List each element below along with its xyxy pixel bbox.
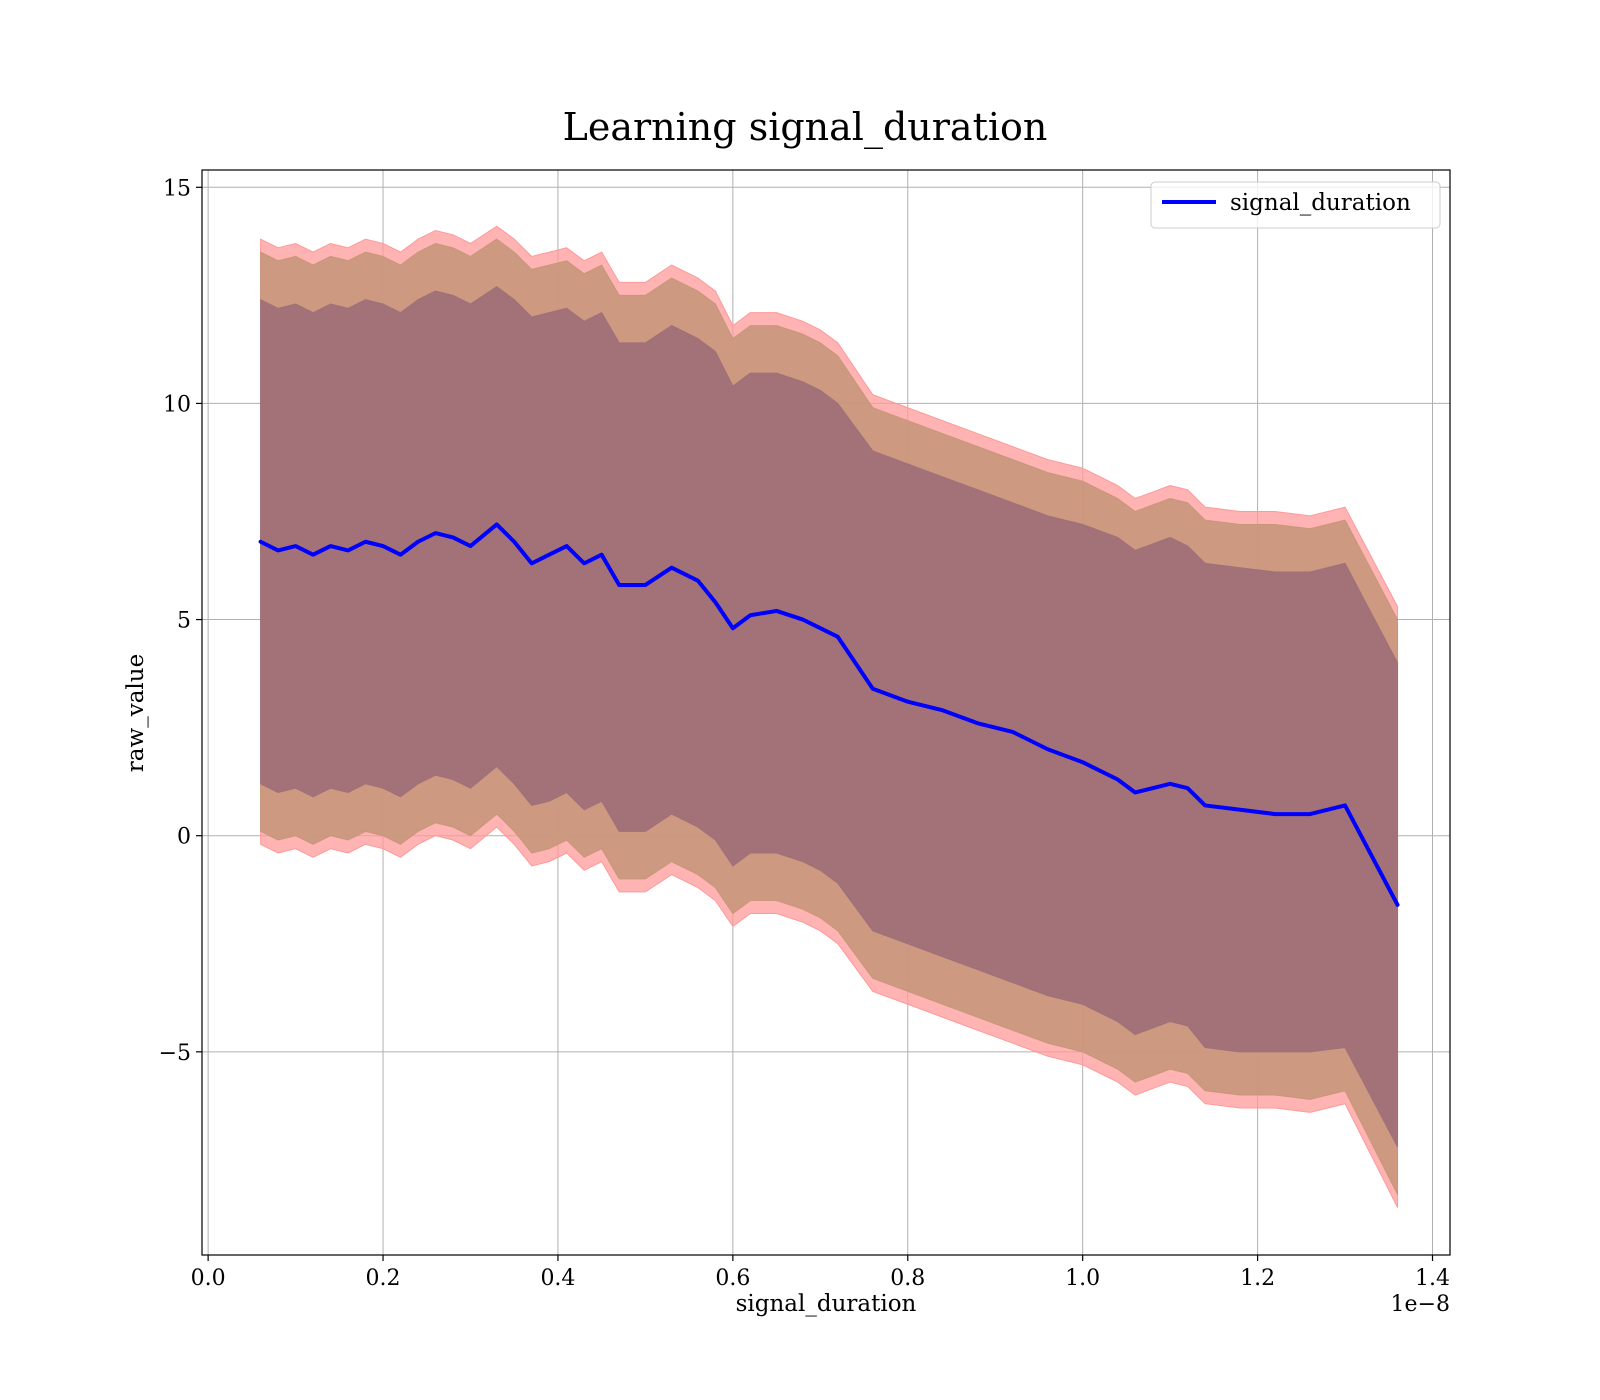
confidence-bands xyxy=(260,225,1399,1208)
y-tick-label-1: 0 xyxy=(177,825,191,850)
x-tick-label-4: 0.8 xyxy=(890,1266,925,1291)
plot-frame xyxy=(201,169,1451,1256)
x-axis-offset-text: 1e−8 xyxy=(1391,1292,1450,1317)
x-tick-label-7: 1.4 xyxy=(1415,1266,1450,1291)
legend-label: signal_duration xyxy=(1230,190,1411,216)
legend-box xyxy=(1150,181,1441,229)
y-tick-label-2: 5 xyxy=(177,609,191,634)
series-lines xyxy=(258,522,1400,907)
series-line-0 xyxy=(258,522,1400,907)
confidence-band-2 xyxy=(260,286,1399,1148)
y-axis-ticks: −5 0 5 10 15 xyxy=(159,176,202,1066)
chart-title: Learning signal_duration xyxy=(563,105,1048,150)
x-tick-label-6: 1.2 xyxy=(1240,1266,1275,1291)
y-tick-label-0: −5 xyxy=(159,1041,191,1066)
y-axis-label: raw_value xyxy=(123,654,149,772)
x-axis-ticks: 0.0 0.2 0.4 0.6 0.8 1.0 1.2 1.4 xyxy=(191,1255,1450,1291)
x-tick-label-1: 0.2 xyxy=(366,1266,401,1291)
x-tick-label-0: 0.0 xyxy=(191,1266,226,1291)
legend: signal_duration xyxy=(1150,181,1441,229)
y-tick-label-4: 15 xyxy=(163,176,191,201)
x-axis-label: signal_duration xyxy=(736,1291,917,1317)
x-tick-label-3: 0.6 xyxy=(715,1266,750,1291)
y-tick-label-3: 10 xyxy=(163,392,191,417)
x-tick-label-2: 0.4 xyxy=(540,1266,575,1291)
x-tick-label-5: 1.0 xyxy=(1065,1266,1100,1291)
